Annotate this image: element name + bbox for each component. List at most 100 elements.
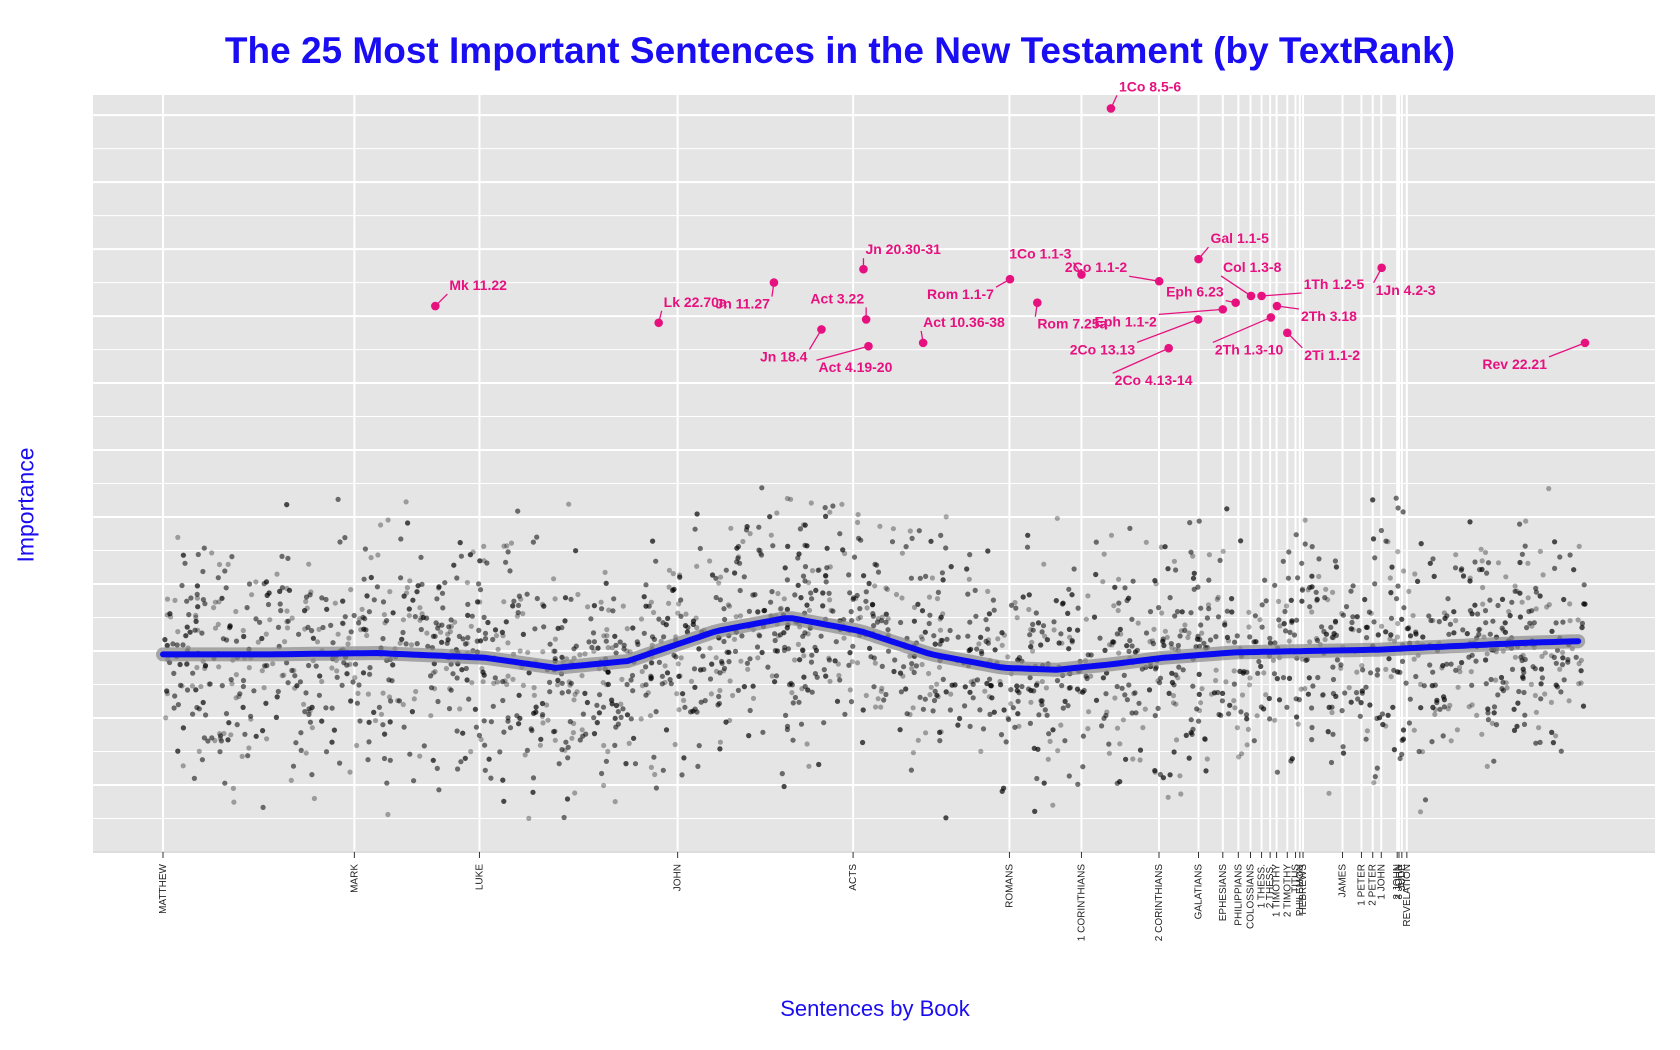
sentence-point	[1441, 704, 1447, 710]
sentence-point	[1553, 660, 1559, 666]
sentence-point	[209, 550, 215, 556]
sentence-point	[297, 679, 303, 685]
sentence-point	[1348, 626, 1354, 632]
sentence-point	[193, 687, 199, 693]
sentence-point	[795, 582, 801, 588]
sentence-point	[1340, 750, 1347, 756]
sentence-point	[1306, 675, 1312, 681]
sentence-point	[1483, 657, 1489, 663]
sentence-point	[1432, 682, 1438, 688]
sentence-point	[1579, 620, 1585, 627]
sentence-point	[1257, 617, 1263, 623]
sentence-point	[439, 590, 446, 596]
sentence-point	[1340, 744, 1346, 750]
sentence-point	[1550, 740, 1556, 746]
sentence-point	[1350, 583, 1356, 589]
book-label: ACTS	[848, 864, 859, 891]
sentence-point	[1106, 741, 1112, 747]
sentence-point	[1186, 630, 1192, 636]
sentence-point	[1346, 685, 1352, 691]
sentence-point	[433, 620, 439, 626]
sentence-point	[356, 620, 362, 626]
sentence-point	[1051, 619, 1057, 625]
sentence-point	[591, 603, 598, 609]
sentence-point	[1451, 630, 1457, 636]
sentence-point	[528, 726, 534, 732]
sentence-point	[366, 609, 372, 615]
sentence-point	[1271, 671, 1278, 677]
sentence-point	[390, 610, 396, 616]
sentence-point	[1220, 690, 1226, 697]
sentence-point	[177, 682, 184, 688]
sentence-point	[469, 680, 475, 686]
sentence-point	[1059, 683, 1065, 689]
sentence-point	[1046, 731, 1052, 737]
sentence-point	[624, 648, 630, 654]
sentence-point	[1464, 631, 1470, 637]
sentence-point	[682, 623, 689, 629]
sentence-point	[226, 625, 233, 631]
highlight-point	[1033, 298, 1042, 307]
highlight-label: 2Co 1.1-2	[1065, 259, 1127, 275]
sentence-point	[1375, 632, 1381, 638]
sentence-point	[747, 656, 753, 662]
sentence-point	[202, 663, 209, 669]
sentence-point	[435, 698, 441, 705]
sentence-point	[1353, 690, 1360, 696]
sentence-point	[678, 597, 684, 603]
sentence-point	[830, 608, 836, 614]
sentence-point	[1237, 668, 1243, 675]
sentence-point	[1340, 612, 1346, 618]
sentence-point	[555, 677, 561, 684]
sentence-point	[1168, 641, 1174, 647]
sentence-point	[1399, 751, 1405, 758]
sentence-point	[410, 597, 416, 603]
sentence-point	[500, 777, 506, 783]
book-label: LUKE	[474, 864, 485, 890]
sentence-point	[1495, 560, 1502, 566]
sentence-point	[386, 694, 393, 700]
sentence-point	[1041, 780, 1047, 786]
book-label: 2 CORINTHIANS	[1154, 864, 1165, 942]
sentence-point	[339, 682, 345, 688]
sentence-point	[1493, 677, 1499, 683]
sentence-point	[201, 735, 207, 741]
sentence-point	[816, 567, 822, 573]
sentence-point	[345, 641, 351, 647]
sentence-point	[545, 717, 551, 723]
sentence-point	[1329, 709, 1335, 716]
sentence-point	[1517, 521, 1523, 527]
sentence-point	[458, 759, 464, 765]
sentence-point	[992, 647, 998, 653]
sentence-point	[1188, 717, 1194, 723]
sentence-point	[231, 799, 237, 805]
sentence-point	[1371, 780, 1377, 786]
sentence-point	[305, 624, 311, 631]
sentence-point	[547, 679, 553, 686]
sentence-point	[1364, 635, 1370, 641]
sentence-point	[532, 626, 538, 632]
sentence-point	[1203, 768, 1209, 774]
sentence-point	[758, 552, 765, 558]
book-label: GALATIANS	[1193, 864, 1204, 920]
sentence-point	[851, 554, 858, 560]
sentence-point	[568, 680, 574, 686]
sentence-point	[663, 727, 670, 733]
sentence-point	[202, 663, 209, 669]
sentence-point	[220, 636, 226, 642]
sentence-point	[337, 760, 343, 766]
sentence-point	[1360, 667, 1366, 673]
sentence-point	[999, 630, 1005, 636]
sentence-point	[1201, 640, 1207, 646]
sentence-point	[846, 662, 852, 668]
sentence-point	[200, 597, 206, 603]
sentence-point	[1256, 658, 1262, 665]
sentence-point	[221, 730, 227, 737]
sentence-point	[264, 592, 270, 599]
sentence-point	[952, 682, 958, 688]
sentence-point	[450, 671, 456, 677]
sentence-point	[497, 749, 503, 755]
sentence-point	[755, 655, 761, 661]
sentence-point	[1240, 670, 1246, 676]
sentence-point	[937, 738, 943, 744]
